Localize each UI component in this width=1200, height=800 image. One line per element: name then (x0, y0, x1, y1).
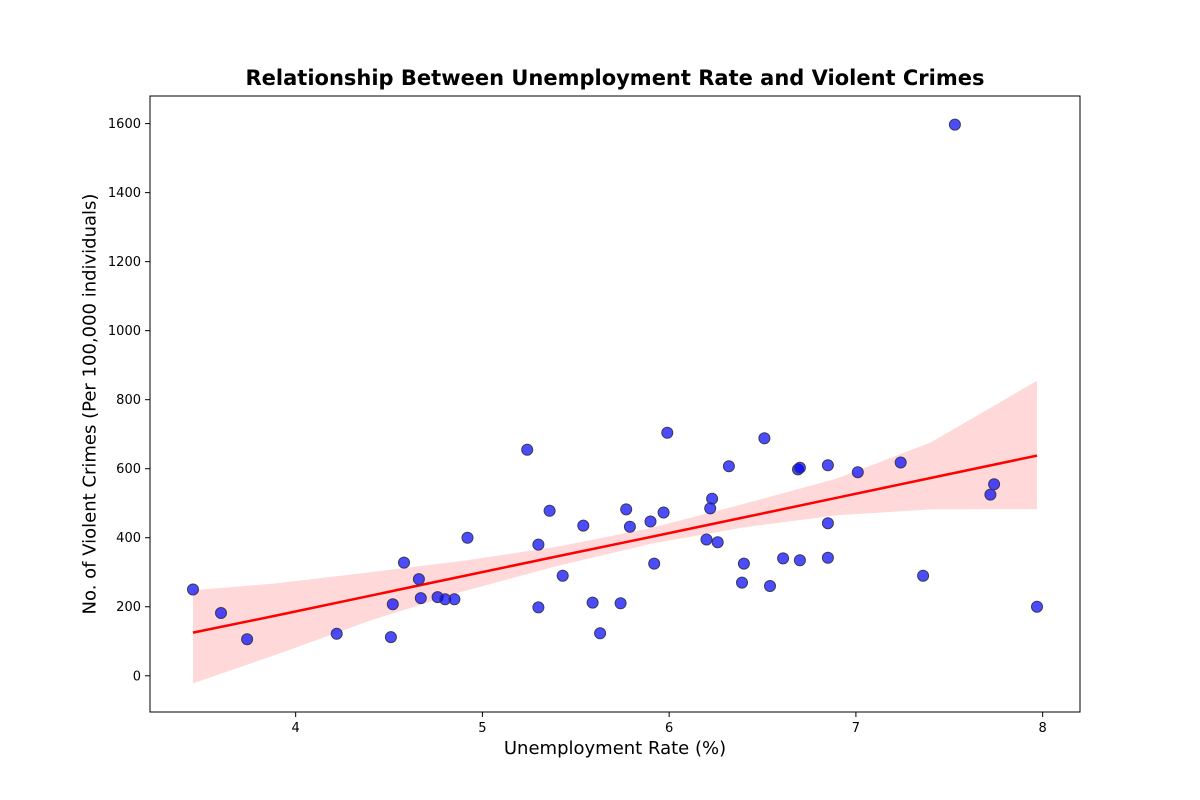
chart-title: Relationship Between Unemployment Rate a… (245, 66, 985, 90)
regression-line-layer (192, 454, 1038, 634)
data-point (821, 459, 834, 472)
y-tick-label: 600 (116, 462, 141, 477)
data-point (556, 569, 569, 582)
data-point (330, 627, 343, 640)
data-point (461, 531, 474, 544)
x-tick-label: 4 (292, 721, 300, 736)
data-point (623, 520, 636, 533)
data-point (241, 633, 254, 646)
data-point (988, 478, 1001, 491)
data-point (821, 551, 834, 564)
x-tick-label: 6 (665, 721, 673, 736)
data-point (894, 456, 907, 469)
data-point (187, 583, 199, 596)
data-point (412, 573, 425, 586)
data-point (648, 557, 661, 570)
data-point (661, 426, 674, 439)
data-point (984, 488, 997, 501)
data-point (777, 552, 790, 565)
y-tick-label: 800 (116, 393, 141, 408)
scatter-points-layer (187, 118, 1043, 646)
y-tick-label: 1400 (108, 186, 141, 201)
y-tick-label: 200 (116, 600, 141, 615)
data-point (532, 538, 545, 551)
data-point (644, 515, 657, 528)
data-point (620, 503, 633, 516)
y-tick-label: 1000 (108, 324, 141, 339)
y-tick-label: 1200 (108, 255, 141, 270)
plot-frame (149, 95, 1081, 713)
x-tick-label: 8 (1039, 721, 1047, 736)
data-point (657, 506, 670, 519)
data-point (722, 460, 735, 473)
data-point (448, 593, 461, 606)
data-point (586, 596, 599, 609)
data-point (521, 443, 534, 456)
data-point (821, 517, 834, 530)
y-tick-label: 0 (133, 669, 141, 684)
x-axis-label: Unemployment Rate (%) (503, 738, 727, 759)
data-point (384, 631, 397, 644)
data-point (614, 597, 627, 610)
confidence-band-layer (193, 380, 1037, 684)
data-point (793, 554, 806, 567)
data-point (704, 502, 717, 515)
data-point (577, 519, 590, 532)
data-point (793, 461, 806, 474)
data-point (398, 556, 410, 569)
data-point (700, 533, 713, 546)
data-point (711, 536, 724, 549)
data-point (414, 592, 427, 605)
data-point (737, 557, 750, 570)
data-point (386, 598, 399, 611)
x-tick-label: 7 (852, 721, 860, 736)
data-point (215, 607, 227, 619)
axes-layer: 4 5 6 7 8 0 200 400 600 800 1000 1200 1400 1600 (108, 95, 1081, 736)
data-point (594, 627, 607, 640)
regression-line (192, 454, 1038, 634)
data-point (764, 580, 776, 592)
data-point (851, 466, 864, 479)
data-point (917, 569, 930, 582)
data-point (1031, 600, 1043, 613)
data-point (706, 492, 719, 505)
data-point (948, 118, 961, 131)
x-tick-label: 5 (478, 721, 486, 736)
y-tick-label: 1600 (108, 117, 141, 132)
confidence-band (193, 380, 1037, 684)
y-tick-label: 400 (116, 531, 141, 546)
data-point (758, 432, 771, 445)
data-point (543, 504, 556, 517)
data-point (736, 576, 748, 589)
data-point (532, 601, 545, 614)
